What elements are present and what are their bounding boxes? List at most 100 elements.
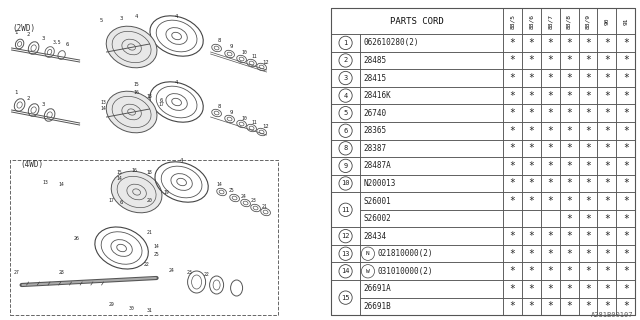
Text: *: * <box>623 284 628 294</box>
Bar <box>579 140 598 157</box>
Text: *: * <box>623 143 628 153</box>
Text: 20: 20 <box>147 197 152 203</box>
Text: *: * <box>509 126 515 136</box>
Text: *: * <box>566 266 572 276</box>
Text: *: * <box>623 126 628 136</box>
Text: *: * <box>509 266 515 276</box>
Text: 23: 23 <box>187 269 193 275</box>
Bar <box>541 52 559 69</box>
Text: *: * <box>585 91 591 100</box>
Bar <box>541 104 559 122</box>
Bar <box>579 227 598 245</box>
Text: 25: 25 <box>154 252 159 258</box>
Text: 23: 23 <box>251 198 257 204</box>
Bar <box>522 8 541 34</box>
Text: *: * <box>529 143 534 153</box>
Text: *: * <box>604 38 610 48</box>
Text: *: * <box>529 179 534 188</box>
Text: 88/8: 88/8 <box>566 13 572 28</box>
Text: *: * <box>604 231 610 241</box>
Bar <box>616 192 636 210</box>
Bar <box>522 157 541 175</box>
Text: 22: 22 <box>144 262 150 268</box>
Bar <box>559 34 579 52</box>
Text: 13: 13 <box>100 100 106 105</box>
Bar <box>579 192 598 210</box>
Text: 11: 11 <box>252 121 257 125</box>
Text: *: * <box>566 179 572 188</box>
Text: *: * <box>604 301 610 311</box>
Bar <box>559 245 579 262</box>
Text: *: * <box>529 301 534 311</box>
Text: 062610280(2): 062610280(2) <box>363 38 419 47</box>
Bar <box>360 87 503 104</box>
Bar <box>598 157 616 175</box>
Text: *: * <box>623 161 628 171</box>
Text: *: * <box>509 249 515 259</box>
Text: *: * <box>529 126 534 136</box>
Bar <box>616 87 636 104</box>
Text: 9: 9 <box>230 44 233 49</box>
Text: *: * <box>547 126 553 136</box>
Bar <box>616 227 636 245</box>
Text: 3: 3 <box>120 15 124 20</box>
Text: *: * <box>547 196 553 206</box>
Bar <box>579 157 598 175</box>
Bar <box>579 87 598 104</box>
Bar <box>522 87 541 104</box>
Bar <box>598 210 616 227</box>
Bar <box>331 245 360 262</box>
Bar <box>331 8 503 34</box>
Text: W: W <box>366 269 370 274</box>
Bar <box>522 104 541 122</box>
Text: *: * <box>604 73 610 83</box>
Text: 28487A: 28487A <box>363 161 391 170</box>
Text: *: * <box>623 108 628 118</box>
Bar <box>559 210 579 227</box>
Text: 12: 12 <box>262 60 269 65</box>
Text: 15: 15 <box>341 295 350 300</box>
Text: *: * <box>566 196 572 206</box>
Text: *: * <box>509 108 515 118</box>
Text: N200013: N200013 <box>363 179 396 188</box>
Text: 24: 24 <box>241 194 246 198</box>
Text: 14: 14 <box>154 244 159 250</box>
Bar <box>360 122 503 140</box>
Text: 26: 26 <box>74 236 79 241</box>
Bar <box>598 262 616 280</box>
Text: 28416K: 28416K <box>363 91 391 100</box>
Bar <box>360 52 503 69</box>
Bar <box>598 8 616 34</box>
Text: *: * <box>604 249 610 259</box>
Bar <box>616 104 636 122</box>
Text: *: * <box>585 55 591 66</box>
Bar <box>598 192 616 210</box>
Text: *: * <box>585 179 591 188</box>
Bar <box>503 157 522 175</box>
Text: PARTS CORD: PARTS CORD <box>390 17 444 26</box>
Text: *: * <box>623 179 628 188</box>
Text: 9: 9 <box>344 163 348 169</box>
Bar <box>331 157 360 175</box>
Text: *: * <box>566 213 572 224</box>
Bar <box>503 280 522 298</box>
Text: *: * <box>623 73 628 83</box>
Text: 90: 90 <box>604 17 609 25</box>
Bar <box>331 122 360 140</box>
Bar <box>541 34 559 52</box>
Text: 6: 6 <box>66 43 69 47</box>
Bar <box>360 192 503 210</box>
Bar <box>616 8 636 34</box>
Text: *: * <box>547 266 553 276</box>
Text: *: * <box>585 143 591 153</box>
Bar <box>522 227 541 245</box>
Text: 4: 4 <box>135 14 138 20</box>
Bar <box>616 140 636 157</box>
Text: 28415: 28415 <box>363 74 387 83</box>
Text: *: * <box>529 91 534 100</box>
Bar <box>522 52 541 69</box>
Bar <box>598 104 616 122</box>
Text: 5: 5 <box>100 18 103 22</box>
Text: 30: 30 <box>129 306 134 310</box>
Text: *: * <box>509 231 515 241</box>
